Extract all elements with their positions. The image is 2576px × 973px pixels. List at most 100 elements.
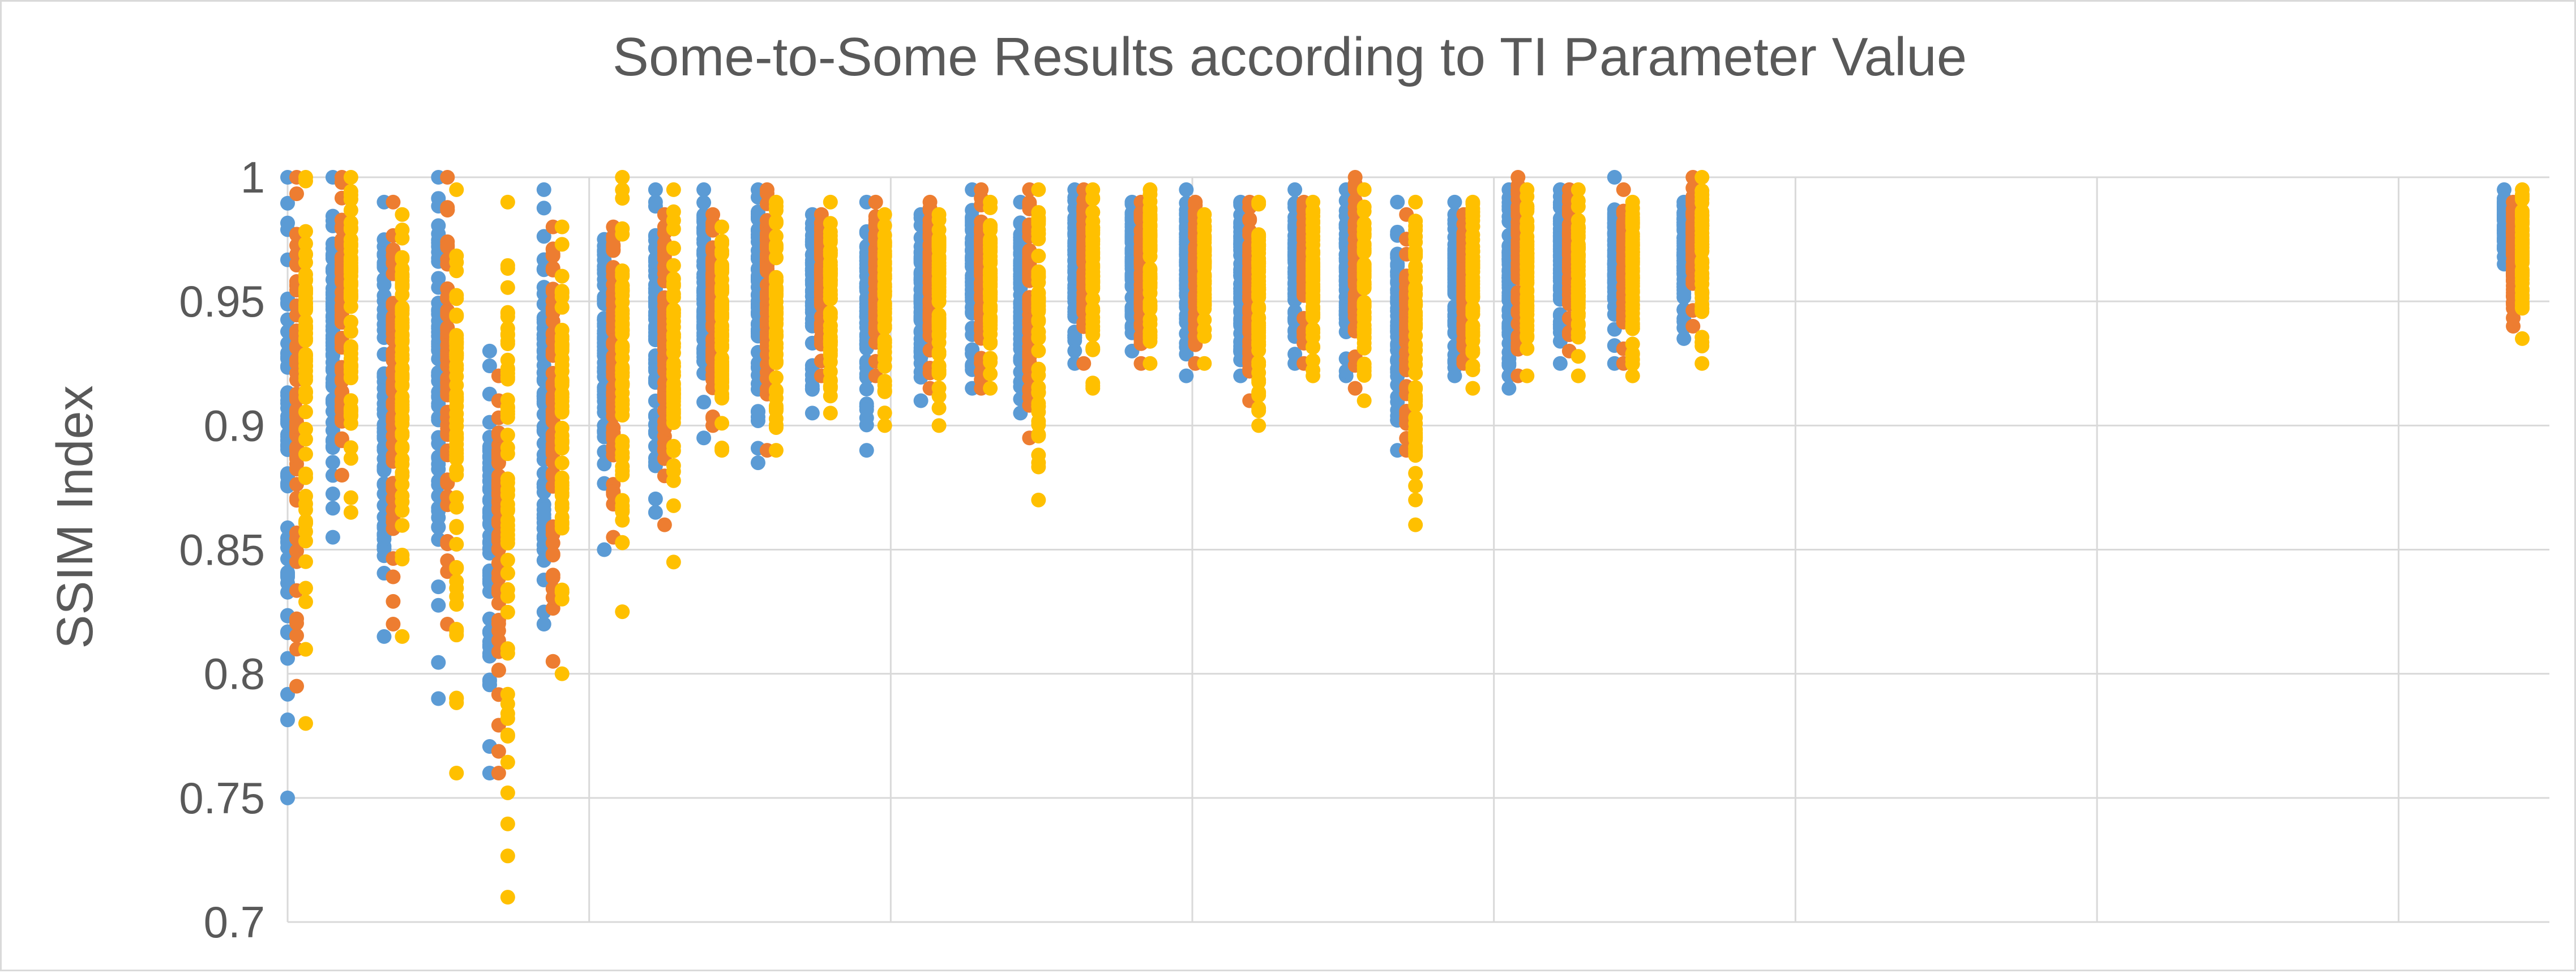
data-point bbox=[666, 327, 681, 342]
data-point bbox=[714, 306, 729, 321]
data-point bbox=[298, 404, 313, 419]
data-point bbox=[932, 363, 947, 378]
data-point bbox=[298, 287, 313, 301]
data-point bbox=[1465, 205, 1480, 220]
data-point bbox=[500, 503, 515, 518]
data-point bbox=[449, 462, 464, 477]
data-point bbox=[289, 186, 304, 201]
data-point bbox=[491, 616, 506, 631]
data-point bbox=[983, 311, 998, 326]
data-point bbox=[823, 406, 838, 420]
data-point bbox=[666, 241, 681, 256]
data-point bbox=[666, 415, 681, 430]
data-point bbox=[1408, 479, 1423, 493]
data-point bbox=[751, 455, 765, 470]
y-tick-label: 0.7 bbox=[204, 897, 265, 947]
data-point bbox=[555, 592, 570, 607]
data-point bbox=[1520, 369, 1534, 383]
data-point bbox=[1408, 366, 1423, 381]
data-point bbox=[1306, 322, 1320, 336]
data-point bbox=[344, 404, 358, 419]
data-point bbox=[482, 344, 497, 359]
data-point bbox=[1625, 271, 1640, 285]
data-point bbox=[344, 505, 358, 520]
data-point bbox=[1357, 295, 1372, 310]
data-point bbox=[298, 489, 313, 503]
data-point bbox=[666, 359, 681, 374]
data-point bbox=[386, 617, 400, 631]
data-point bbox=[615, 463, 630, 478]
data-point bbox=[555, 481, 570, 496]
data-point bbox=[449, 182, 464, 197]
data-point bbox=[440, 170, 455, 185]
data-point bbox=[983, 355, 998, 370]
data-point bbox=[1085, 304, 1100, 318]
data-point bbox=[932, 274, 947, 288]
data-point bbox=[1085, 191, 1100, 206]
data-point bbox=[769, 312, 784, 327]
data-point bbox=[1571, 194, 1586, 208]
data-point bbox=[344, 490, 358, 505]
data-point bbox=[449, 560, 464, 575]
data-point bbox=[615, 408, 630, 423]
data-point bbox=[449, 537, 464, 552]
data-point bbox=[666, 276, 681, 291]
data-point bbox=[298, 470, 313, 485]
data-point bbox=[1357, 266, 1372, 281]
data-point bbox=[1408, 381, 1423, 396]
data-point bbox=[500, 305, 515, 320]
data-point bbox=[431, 692, 446, 706]
data-point bbox=[932, 308, 947, 322]
data-point bbox=[1465, 381, 1480, 396]
data-point bbox=[1465, 307, 1480, 322]
data-point bbox=[1251, 401, 1266, 416]
data-point bbox=[1031, 270, 1046, 284]
data-point bbox=[500, 195, 515, 210]
y-tick-label: 0.85 bbox=[179, 525, 265, 575]
data-point bbox=[555, 220, 570, 234]
data-point bbox=[1251, 388, 1266, 403]
data-point bbox=[615, 303, 630, 318]
data-point bbox=[344, 451, 358, 466]
data-point bbox=[395, 231, 409, 245]
data-point bbox=[1357, 336, 1372, 351]
data-point bbox=[615, 499, 630, 514]
data-point bbox=[395, 278, 409, 293]
data-points bbox=[280, 170, 2530, 904]
data-point bbox=[983, 336, 998, 351]
data-point bbox=[932, 294, 947, 309]
data-point bbox=[983, 244, 998, 259]
data-point bbox=[298, 524, 313, 539]
data-point bbox=[1625, 220, 1640, 234]
data-point bbox=[500, 755, 515, 770]
data-point bbox=[1085, 258, 1100, 272]
data-point bbox=[932, 418, 947, 433]
data-point bbox=[500, 446, 515, 461]
data-point bbox=[878, 218, 892, 233]
data-point bbox=[1142, 300, 1157, 314]
data-point bbox=[666, 345, 681, 360]
data-point bbox=[344, 315, 358, 330]
data-point bbox=[823, 262, 838, 277]
data-point bbox=[1085, 378, 1100, 393]
data-point bbox=[395, 348, 409, 362]
data-point bbox=[983, 266, 998, 281]
data-point bbox=[1408, 295, 1423, 309]
data-point bbox=[932, 238, 947, 253]
data-point bbox=[1408, 422, 1423, 437]
data-point bbox=[769, 348, 784, 362]
data-point bbox=[983, 200, 998, 215]
data-point bbox=[983, 287, 998, 302]
data-point bbox=[395, 428, 409, 443]
data-point bbox=[714, 441, 729, 455]
data-point bbox=[1251, 418, 1266, 433]
data-point bbox=[1616, 182, 1631, 197]
data-point bbox=[555, 667, 570, 681]
data-point bbox=[878, 271, 892, 285]
data-point bbox=[326, 455, 340, 470]
data-point bbox=[1408, 195, 1423, 210]
data-point bbox=[500, 428, 515, 442]
data-point bbox=[1306, 339, 1320, 354]
data-point bbox=[298, 384, 313, 399]
